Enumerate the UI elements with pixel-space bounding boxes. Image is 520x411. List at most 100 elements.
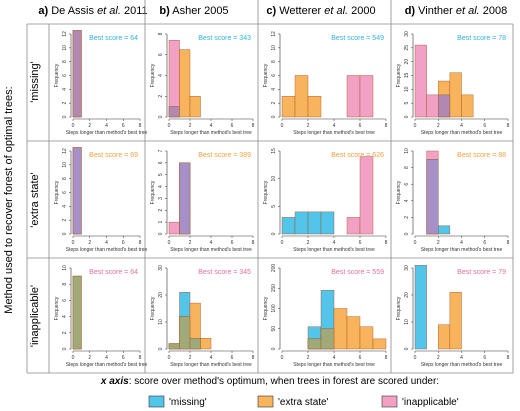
y-tick-label: 6 — [62, 299, 68, 302]
x-tick-label: 6 — [231, 240, 234, 246]
x-tick-label: 0 — [168, 240, 171, 246]
best-score-annotation: Best score = 345 — [198, 269, 251, 276]
y-tick-label: 0 — [404, 347, 410, 350]
y-axis-label: Frequency — [54, 296, 60, 320]
row-label-extra-state: 'extra state' — [29, 172, 41, 228]
y-axis-label: Frequency — [396, 296, 402, 320]
legend-swatch-extra-state — [257, 395, 274, 408]
x-tick-label: 8 — [385, 123, 388, 129]
bar-overlap — [179, 162, 191, 235]
x-tick-label: 6 — [359, 355, 362, 361]
x-tick-label: 6 — [359, 240, 362, 246]
best-score-annotation: Best score = 78 — [457, 35, 506, 42]
legend-swatch-missing — [148, 395, 165, 408]
y-tick-label: 3 — [158, 197, 164, 200]
y-tick-label: 6 — [62, 191, 68, 194]
xaxis-caption: x axis: score over method's optimum, whe… — [100, 376, 439, 387]
x-tick-label: 4 — [460, 355, 463, 361]
panel-c-missing: 0 2 4 6 8 0 2 4 6 8 10 12 Steps longer than method's… — [263, 31, 388, 136]
y-tick-label: 10 — [62, 45, 68, 51]
y-tick-label: 4 — [158, 74, 164, 77]
bar-missing — [294, 211, 309, 235]
panel-d-missing: 0 2 4 6 8 0 5 10 15 20 25 30 Steps longer than metho… — [396, 31, 510, 136]
x-tick-label: 6 — [122, 355, 125, 361]
x-tick-label: 2 — [307, 123, 310, 129]
x-tick-label: 6 — [483, 123, 486, 129]
x-tick-label: 4 — [333, 355, 336, 361]
x-axis-label: Steps longer than method's best tree — [293, 362, 375, 368]
y-tick-label: 6 — [404, 183, 410, 186]
xaxis-caption-prefix: x axis — [100, 376, 129, 387]
bar-overlap — [179, 316, 191, 350]
y-tick-label: 10 — [62, 162, 68, 168]
bar-extra-state — [333, 308, 348, 350]
x-tick-label: 4 — [210, 355, 213, 361]
panel-c-inapp: 0 2 4 6 8 0 50 100 150 200 Steps longer than metho… — [263, 264, 388, 368]
y-tick-label: 12 — [62, 148, 68, 154]
y-tick-label: 10 — [271, 176, 277, 182]
bar-extra-state — [294, 75, 309, 118]
column-header-c-letter: c) — [266, 5, 276, 17]
x-tick-label: 8 — [139, 240, 142, 246]
y-axis-label: Frequency — [150, 180, 156, 204]
x-axis-label: Steps longer than method's best tree — [170, 362, 252, 368]
bar-extra-state — [438, 324, 451, 350]
histogram-panels: 0 2 4 6 8 0 2 4 6 8 10 12 Steps longer than method's… — [54, 30, 510, 368]
y-tick-label: 50 — [271, 326, 277, 332]
best-score-annotation: Best score = 343 — [198, 35, 251, 42]
column-header-d: d) Vinther et al. 2008 — [405, 5, 508, 17]
bar-extra-state — [461, 94, 474, 118]
bar-extra-state — [449, 292, 462, 350]
bar-overlap — [189, 338, 201, 350]
y-axis-label: Frequency — [396, 180, 402, 204]
best-score-annotation: Best score = 79 — [457, 269, 506, 276]
bar-missing — [281, 217, 296, 235]
y-tick-label: 30 — [404, 265, 410, 271]
y-tick-label: 200 — [271, 264, 277, 273]
y-tick-label: 2 — [271, 102, 277, 105]
x-tick-label: 6 — [231, 355, 234, 361]
y-axis-label: Frequency — [54, 63, 60, 87]
bar-extra-state — [346, 316, 361, 350]
x-tick-label: 4 — [460, 240, 463, 246]
x-tick-label: 6 — [483, 240, 486, 246]
bar-overlap — [168, 343, 180, 350]
best-score-annotation: Best score = 549 — [331, 35, 384, 42]
row-label-inapplicable: 'inapplicable' — [29, 285, 41, 347]
x-tick-label: 6 — [483, 355, 486, 361]
bar-overlap — [168, 106, 180, 118]
x-tick-label: 6 — [231, 123, 234, 129]
bar-missing — [438, 225, 451, 235]
x-tick-label: 2 — [88, 123, 91, 129]
y-tick-label: 30 — [404, 31, 410, 37]
best-score-annotation: Best score = 69 — [89, 152, 138, 159]
x-axis-label: Steps longer than method's best tree — [66, 130, 148, 136]
y-tick-label: 8 — [158, 32, 164, 35]
column-header-c-author: Wetterer — [279, 5, 321, 17]
bar-inapplicable — [168, 40, 180, 118]
y-tick-label: 12 — [62, 31, 68, 37]
x-tick-label: 6 — [122, 240, 125, 246]
x-tick-label: 2 — [189, 355, 192, 361]
column-header-a-year: 2011 — [124, 5, 148, 17]
y-tick-label: 0 — [62, 115, 68, 118]
panel-a-missing: 0 2 4 6 8 0 2 4 6 8 10 12 Steps longer than method's… — [54, 30, 148, 136]
x-tick-label: 0 — [168, 123, 171, 129]
x-axis-label: Steps longer than method's best tree — [293, 247, 375, 253]
panel-d-inapp: 0 2 4 6 8 0 10 20 30 Steps longer than method's b… — [396, 265, 510, 368]
x-tick-label: 6 — [359, 123, 362, 129]
column-header-a-etal: et al. — [97, 5, 121, 17]
y-tick-label: 12 — [271, 31, 277, 37]
y-tick-label: 0 — [404, 115, 410, 118]
bar-overlap — [307, 338, 322, 350]
y-side-title: Method used to recover forest of optimal… — [3, 86, 15, 313]
panel-b-inapp: 0 2 4 6 8 0 10 20 30 Steps longer than method's b… — [150, 265, 255, 368]
y-tick-label: 7 — [158, 149, 164, 152]
y-axis-label: Frequency — [150, 63, 156, 87]
y-tick-label: 30 — [158, 265, 164, 271]
panel-a-extra: 0 2 4 6 8 0 2 4 6 8 10 12 Steps longer than method's… — [54, 147, 147, 253]
y-tick-label: 4 — [271, 88, 277, 91]
y-tick-label: 20 — [158, 292, 164, 298]
y-tick-label: 15 — [404, 73, 410, 79]
